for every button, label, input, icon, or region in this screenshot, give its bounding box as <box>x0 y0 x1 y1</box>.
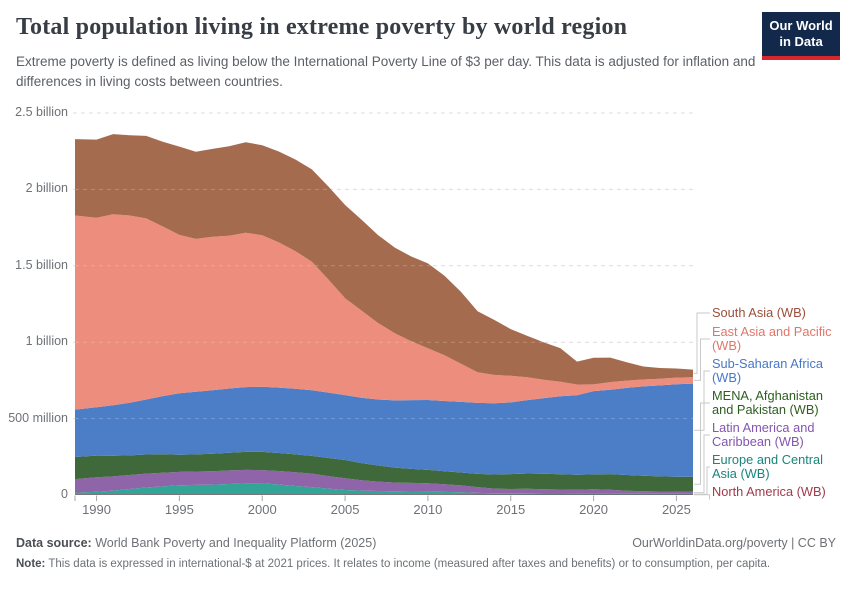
x-axis-tick-label: 2015 <box>496 502 526 517</box>
legend-connector-latin-america-caribbean <box>694 434 710 494</box>
footer-note-row: Note: This data is expressed in internat… <box>16 556 774 573</box>
x-axis-tick-label: 2010 <box>413 502 443 517</box>
y-axis-tick-label: 1 billion <box>25 334 68 349</box>
area-east-asia-pacific[interactable] <box>75 214 693 410</box>
x-axis-tick-label: 2020 <box>579 502 609 517</box>
page-title: Total population living in extreme pover… <box>16 14 628 40</box>
chart-subtitle: Extreme poverty is defined as living bel… <box>16 54 756 89</box>
legend-connector-south-asia <box>694 312 710 374</box>
footer-source-row: Data source: World Bank Poverty and Ineq… <box>16 536 836 550</box>
data-source-value: World Bank Poverty and Inequality Platfo… <box>95 536 377 550</box>
legend-item-east-asia-pacific[interactable]: East Asia and Pacific (WB) <box>712 324 832 354</box>
x-axis-tick-label: 2025 <box>661 502 691 517</box>
note-label: Note: <box>16 558 46 570</box>
legend-connector-mena-afghanistan-pakistan <box>694 402 710 485</box>
legend-item-south-asia[interactable]: South Asia (WB) <box>712 305 806 320</box>
y-axis-tick-label: 2 billion <box>25 181 68 196</box>
legend-item-europe-central-asia[interactable]: Europe and Central Asia (WB) <box>712 452 823 482</box>
area-north-america[interactable] <box>75 494 693 495</box>
legend-connector-europe-central-asia <box>694 466 710 495</box>
legend-connector-north-america <box>694 494 710 500</box>
note-text: This data is expressed in international-… <box>48 558 771 570</box>
x-axis-tick-label: 1990 <box>82 502 111 517</box>
data-source: Data source: World Bank Poverty and Ineq… <box>16 536 376 550</box>
legend-item-latin-america-caribbean[interactable]: Latin America and Caribbean (WB) <box>712 420 815 450</box>
x-axis-tick-label: 2000 <box>247 502 277 517</box>
legend-item-mena-afghanistan-pakistan[interactable]: MENA, Afghanistan and Pakistan (WB) <box>712 388 823 418</box>
area-mena-afghanistan-pakistan[interactable] <box>75 451 693 492</box>
legend-item-north-america[interactable]: North America (WB) <box>712 484 826 499</box>
area-sub-saharan-africa[interactable] <box>75 383 693 477</box>
legend-connector-east-asia-pacific <box>694 338 710 381</box>
data-source-label: Data source: <box>16 536 92 550</box>
attribution-link[interactable]: OurWorldinData.org/poverty | CC BY <box>632 536 836 550</box>
area-latin-america-caribbean[interactable] <box>75 469 693 494</box>
legend-item-sub-saharan-africa[interactable]: Sub-Saharan Africa (WB) <box>712 356 823 386</box>
logo-text-line2: in Data <box>779 34 823 50</box>
area-south-asia[interactable] <box>75 134 693 385</box>
y-axis-tick-label: 0 <box>61 487 68 501</box>
legend-connector-sub-saharan-africa <box>694 370 710 431</box>
x-axis-tick-label: 2005 <box>330 502 360 517</box>
y-axis-tick-label: 2.5 billion <box>15 105 68 119</box>
y-axis-tick-label: 500 million <box>8 410 68 425</box>
logo-text-line1: Our World <box>769 18 833 33</box>
owid-logo: Our World in Data <box>762 12 840 60</box>
area-europe-central-asia[interactable] <box>75 483 693 495</box>
y-axis-tick-label: 1.5 billion <box>15 257 68 272</box>
x-axis-tick-label: 1995 <box>164 502 194 517</box>
